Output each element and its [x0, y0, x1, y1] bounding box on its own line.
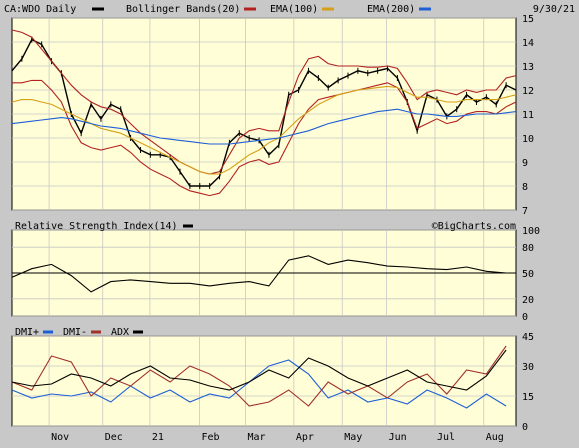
- x-tick-label: Dec: [105, 432, 123, 443]
- x-tick-label: Mar: [247, 432, 265, 443]
- y-tick-label: 0: [522, 312, 528, 323]
- series-line: [11, 108, 517, 145]
- series-line: [11, 29, 517, 175]
- y-tick-label: 10: [522, 134, 534, 145]
- y-tick-label: 15: [522, 392, 534, 403]
- y-tick-label: 80: [522, 243, 534, 254]
- x-tick-label: Feb: [201, 432, 219, 443]
- y-tick-label: 13: [522, 62, 534, 73]
- legend-label: Bollinger Bands(20): [126, 4, 240, 15]
- grid-layer: [12, 17, 516, 427]
- legend: Bollinger Bands(20) EMA(100) EMA(200): [92, 4, 431, 15]
- rsi-layer: [11, 255, 516, 293]
- dmi-legend-label: DMI-: [63, 327, 87, 338]
- x-tick-label: Nov: [51, 432, 69, 443]
- y-tick-label: 15: [522, 14, 534, 25]
- dmi-panel: [11, 335, 517, 427]
- rsi-title: Relative Strength Index(14): [15, 221, 178, 232]
- y-tick-label: 8: [522, 182, 528, 193]
- series-line: [12, 79, 517, 197]
- price-layer: [11, 29, 517, 197]
- series-line: [11, 255, 507, 293]
- y-tick-label: 20: [522, 295, 534, 306]
- y-tick-label: 50: [522, 269, 534, 280]
- y-tick-label: 9: [522, 158, 528, 169]
- x-tick-label: Aug: [486, 432, 504, 443]
- y-tick-label: 14: [522, 38, 534, 49]
- series-line: [11, 345, 507, 407]
- legend-label: EMA(200): [367, 4, 415, 15]
- y-tick-label: 11: [522, 110, 534, 121]
- series-line: [11, 349, 507, 391]
- dmi-legend-label: DMI+: [15, 327, 39, 338]
- watermark: ©BigCharts.com: [432, 221, 516, 232]
- series-line: [11, 38, 517, 187]
- y-tick-label: 45: [522, 332, 534, 343]
- x-tick-label: Jul: [437, 432, 455, 443]
- y-tick-label: 7: [522, 206, 528, 217]
- y-tick-label: 30: [522, 362, 534, 373]
- date-label: 9/30/21: [533, 4, 575, 15]
- symbol-label: CA:WDO Daily: [4, 4, 76, 15]
- y-tick-label: 0: [522, 422, 528, 433]
- y-tick-label: 100: [522, 226, 540, 237]
- dmi-legend: DMI+ DMI- ADX: [15, 327, 143, 338]
- x-tick-label: 21: [152, 432, 164, 443]
- x-tick-label: May: [344, 432, 362, 443]
- x-tick-label: Apr: [296, 432, 314, 443]
- dmi-legend-label: ADX: [111, 327, 129, 338]
- dmi-layer: [11, 345, 507, 409]
- series-line: [11, 85, 517, 175]
- y-tick-label: 12: [522, 86, 534, 97]
- axis-layer: 7 8 9 10 11 12 13 14 15 0 20 50 80 100 Nov Dec 21 Feb Mar A…: [51, 14, 540, 443]
- legend-label: EMA(100): [270, 4, 318, 15]
- x-tick-label: Jun: [389, 432, 407, 443]
